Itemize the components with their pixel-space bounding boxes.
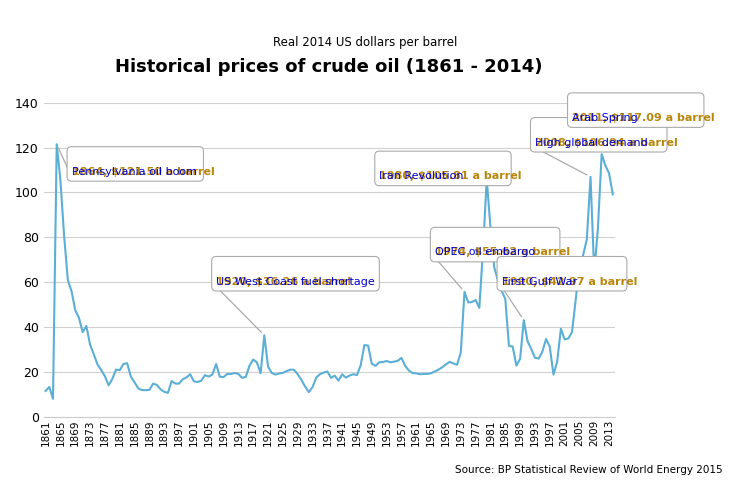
Text: Source: BP Statistical Review of World Energy 2015: Source: BP Statistical Review of World E…: [455, 465, 723, 475]
Text: 1974, $55.62 a barrel
OPEC oil embargo: 1974, $55.62 a barrel OPEC oil embargo: [435, 232, 556, 257]
Text: 1980, $105.81 a barrel
Iran Revolution: 1980, $105.81 a barrel Iran Revolution: [379, 156, 507, 181]
Text: 1864, $121.50 a barrel
Pennsylvania oil boom: 1864, $121.50 a barrel Pennsylvania oil …: [72, 151, 199, 177]
Text: OPEC oil embargo: OPEC oil embargo: [435, 232, 535, 257]
Text: 1864, $121.50 a barrel: 1864, $121.50 a barrel: [72, 167, 215, 177]
Text: 2011, $117.09 a barrel
Arab Spring: 2011, $117.09 a barrel Arab Spring: [572, 97, 699, 123]
Text: 1920, $36.26 a barrel
US West Coast fuel shortage: 1920, $36.26 a barrel US West Coast fuel…: [216, 261, 375, 287]
Text: US West Coast fuel shortage: US West Coast fuel shortage: [216, 261, 375, 287]
Text: Pennsylvania oil boom: Pennsylvania oil boom: [72, 151, 196, 177]
Text: Iran Revolution: Iran Revolution: [379, 156, 464, 181]
Text: First Gulf War: First Gulf War: [502, 261, 577, 287]
Text: 2008, $106.94 a barrel: 2008, $106.94 a barrel: [535, 138, 677, 147]
Text: Real 2014 US dollars per barrel: Real 2014 US dollars per barrel: [273, 36, 457, 49]
Text: 1990, $42.97 a barrel: 1990, $42.97 a barrel: [502, 276, 637, 287]
Text: 1980, $105.81 a barrel: 1980, $105.81 a barrel: [379, 171, 522, 181]
Title: Historical prices of crude oil (1861 - 2014): Historical prices of crude oil (1861 - 2…: [115, 58, 543, 76]
Text: 1990, $42.97 a barrel
First Gulf War: 1990, $42.97 a barrel First Gulf War: [502, 261, 623, 287]
Text: 1920, $36.26 a barrel: 1920, $36.26 a barrel: [216, 276, 351, 287]
Text: 2011, $117.09 a barrel: 2011, $117.09 a barrel: [572, 113, 715, 123]
Text: 2008, $106.94 a barrel
High global demand: 2008, $106.94 a barrel High global deman…: [535, 122, 663, 147]
Text: High global demand: High global demand: [535, 122, 648, 147]
Text: 1974, $55.62 a barrel: 1974, $55.62 a barrel: [435, 247, 570, 257]
Text: Arab Spring: Arab Spring: [572, 97, 638, 123]
